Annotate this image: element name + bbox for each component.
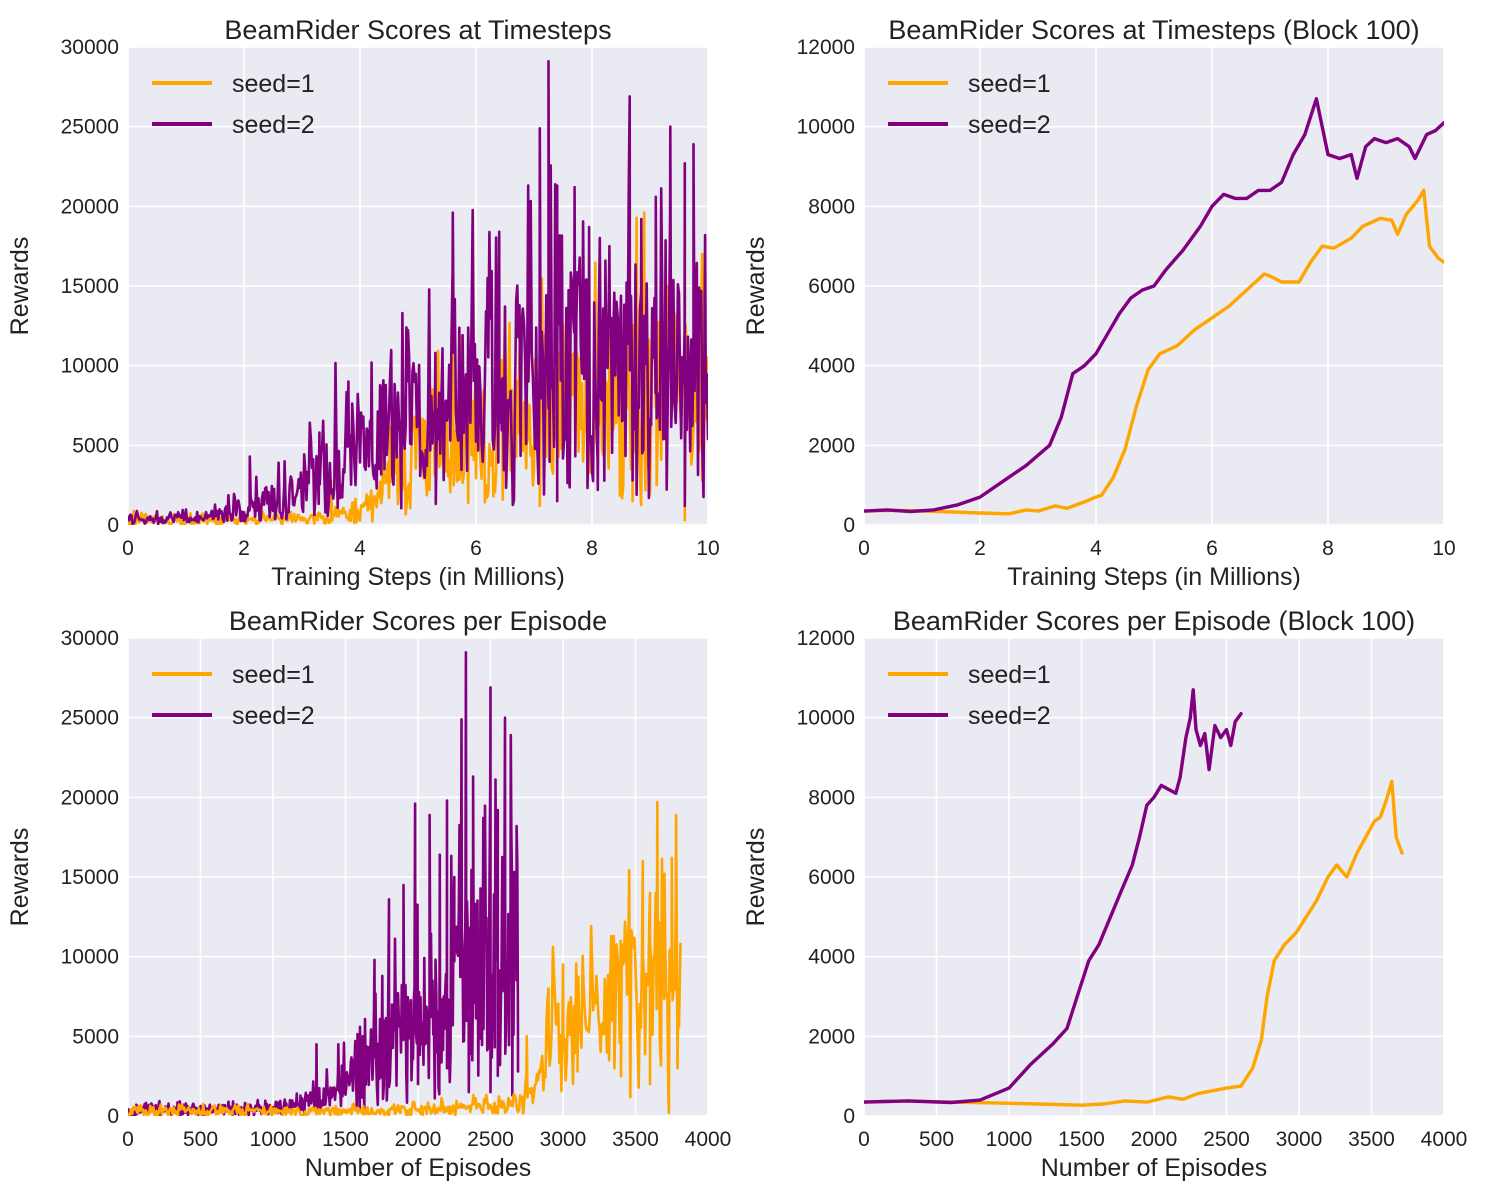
x-tick-label: 4000 [1421, 1128, 1468, 1151]
x-tick-label: 4000 [685, 1128, 732, 1151]
x-tick-label: 500 [183, 1128, 218, 1151]
chart-panel-2: 0 2 4 6 8 10 0 2000 4000 6000 8000 10000 12000 BeamRi… [742, 15, 1456, 591]
chart-panel-3: 0 500 1000 1500 2000 2500 3000 3500 4000 0 5000 100… [6, 606, 731, 1182]
y-tick-label: 25000 [61, 707, 119, 730]
y-tick-label: 0 [843, 1105, 855, 1128]
y-tick-label: 8000 [808, 786, 855, 809]
y-tick-label: 20000 [61, 786, 119, 809]
chart-panel-1: 0 2 4 6 8 10 0 5000 10000 15000 20000 25000 30000 Bea… [6, 15, 720, 591]
x-tick-label: 0 [122, 1128, 134, 1151]
y-tick-label: 2000 [808, 1025, 855, 1048]
x-tick-label: 500 [919, 1128, 954, 1151]
y-axis-label: Rewards [6, 237, 34, 336]
y-tick-label: 5000 [72, 434, 119, 457]
x-tick-label: 3000 [1276, 1128, 1323, 1151]
x-axis-label: Training Steps (in Millions) [271, 563, 565, 591]
y-tick-label: 10000 [797, 116, 855, 139]
series-line-seed-2 [128, 651, 520, 1116]
x-tick-label: 8 [586, 537, 598, 560]
x-tick-label: 1000 [986, 1128, 1033, 1151]
legend-label-seed-1: seed=1 [968, 70, 1051, 98]
y-tick-label: 15000 [61, 866, 119, 889]
x-tick-label: 10 [696, 537, 719, 560]
x-axis-label: Training Steps (in Millions) [1007, 563, 1301, 591]
x-tick-label: 3500 [612, 1128, 659, 1151]
y-tick-label: 10000 [61, 355, 119, 378]
series-line-seed-2 [864, 688, 1243, 1105]
x-tick-label: 8 [1322, 537, 1334, 560]
y-tick-label: 30000 [61, 627, 119, 650]
x-tick-label: 0 [122, 537, 134, 560]
x-tick-label: 2000 [1131, 1128, 1178, 1151]
x-tick-label: 4 [354, 537, 366, 560]
legend-label-seed-2: seed=2 [232, 702, 315, 730]
x-tick-label: 2000 [395, 1128, 442, 1151]
x-tick-label: 2 [974, 537, 986, 560]
x-tick-label: 2500 [467, 1128, 514, 1151]
y-tick-label: 6000 [808, 866, 855, 889]
x-tick-label: 6 [1206, 537, 1218, 560]
series-line-seed-1 [864, 779, 1404, 1107]
series-line-seed-1 [864, 188, 1444, 516]
legend-label-seed-1: seed=1 [232, 70, 315, 98]
x-tick-label: 1500 [322, 1128, 369, 1151]
legend-label-seed-2: seed=2 [232, 111, 315, 139]
x-tick-label: 1500 [1058, 1128, 1105, 1151]
chart-title: BeamRider Scores per Episode [229, 606, 607, 636]
x-tick-label: 0 [858, 537, 870, 560]
chart-title: BeamRider Scores per Episode (Block 100) [893, 606, 1415, 636]
y-tick-label: 15000 [61, 275, 119, 298]
y-tick-label: 10000 [61, 946, 119, 969]
y-tick-label: 0 [107, 1105, 119, 1128]
y-tick-label: 20000 [61, 195, 119, 218]
x-tick-label: 0 [858, 1128, 870, 1151]
y-tick-label: 30000 [61, 36, 119, 59]
chart-title: BeamRider Scores at Timesteps (Block 100… [888, 15, 1419, 45]
x-axis-label: Number of Episodes [305, 1154, 532, 1182]
y-tick-label: 6000 [808, 275, 855, 298]
x-tick-label: 10 [1432, 537, 1455, 560]
y-tick-label: 8000 [808, 195, 855, 218]
x-tick-label: 1000 [250, 1128, 297, 1151]
x-tick-label: 3500 [1348, 1128, 1395, 1151]
y-tick-label: 12000 [797, 36, 855, 59]
series-line-seed-1 [128, 800, 682, 1116]
series-line-seed-2 [128, 60, 708, 525]
y-axis-label: Rewards [6, 828, 34, 927]
y-tick-label: 5000 [72, 1025, 119, 1048]
legend-label-seed-1: seed=1 [968, 661, 1051, 689]
x-tick-label: 3000 [540, 1128, 587, 1151]
x-axis-label: Number of Episodes [1041, 1154, 1268, 1182]
y-tick-label: 2000 [808, 434, 855, 457]
legend-label-seed-2: seed=2 [968, 111, 1051, 139]
y-axis-label: Rewards [742, 828, 770, 927]
y-axis-label: Rewards [742, 237, 770, 336]
chart-panel-4: 0 500 1000 1500 2000 2500 3000 3500 4000 0 2000 400… [742, 606, 1467, 1182]
series-line-seed-2 [864, 97, 1444, 514]
y-tick-label: 4000 [808, 946, 855, 969]
legend-label-seed-1: seed=1 [232, 661, 315, 689]
chart-title: BeamRider Scores at Timesteps [224, 15, 611, 45]
x-tick-label: 4 [1090, 537, 1102, 560]
x-tick-label: 6 [470, 537, 482, 560]
y-tick-label: 10000 [797, 707, 855, 730]
y-tick-label: 0 [107, 514, 119, 537]
y-tick-label: 0 [843, 514, 855, 537]
y-tick-label: 4000 [808, 355, 855, 378]
x-tick-label: 2500 [1203, 1128, 1250, 1151]
x-tick-label: 2 [238, 537, 250, 560]
y-tick-label: 12000 [797, 627, 855, 650]
legend-label-seed-2: seed=2 [968, 702, 1051, 730]
y-tick-label: 25000 [61, 116, 119, 139]
